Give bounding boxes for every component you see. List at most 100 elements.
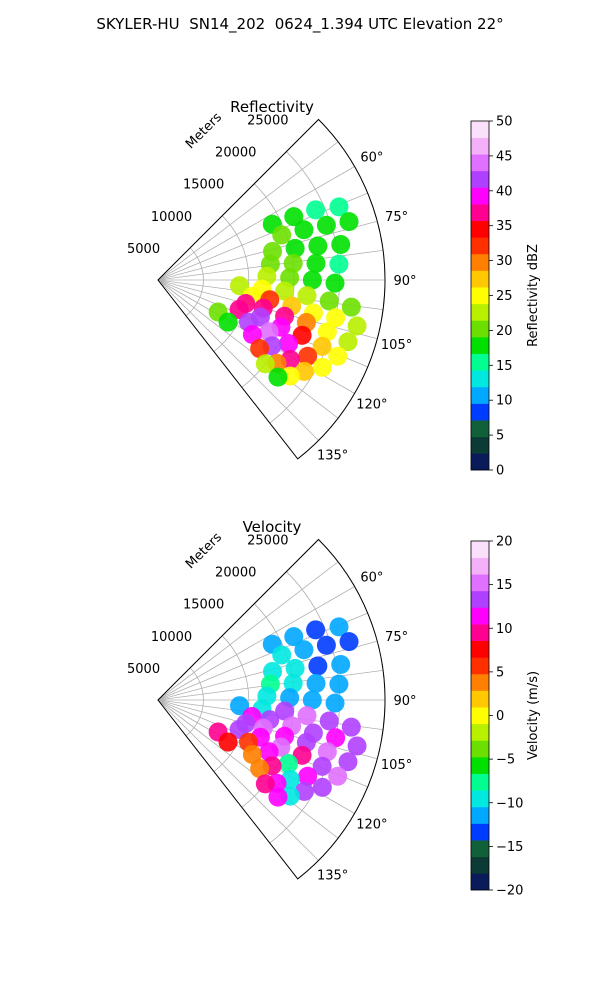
colorbar-tick-label: 30 xyxy=(496,254,513,269)
data-cell xyxy=(285,238,305,258)
data-cell xyxy=(338,332,358,352)
sector-outline xyxy=(157,118,386,460)
grid-arc xyxy=(185,667,204,737)
data-cell xyxy=(279,334,299,354)
colorbar-segment xyxy=(471,253,489,271)
data-cell xyxy=(328,346,348,366)
colorbar-segment xyxy=(471,740,489,758)
data-cell xyxy=(218,732,238,752)
data-cell xyxy=(297,286,317,306)
colorbar-segment xyxy=(471,270,489,288)
angle-tick-label: 105° xyxy=(381,338,412,353)
colorbar-segment xyxy=(471,121,489,138)
angle-tick-label: 90° xyxy=(393,274,416,289)
colorbar-segment xyxy=(471,690,489,708)
colorbar-tick-label: −20 xyxy=(496,884,523,899)
radial-tick-label: 15000 xyxy=(183,178,224,193)
data-cell xyxy=(294,640,314,660)
colorbar-segment xyxy=(471,303,489,321)
data-cell xyxy=(331,654,351,674)
data-cell xyxy=(306,253,326,273)
data-cell xyxy=(306,673,326,693)
data-cell xyxy=(255,354,275,374)
colorbar-segment xyxy=(471,170,489,188)
data-cell xyxy=(319,711,339,731)
data-cell xyxy=(275,281,295,301)
colorbar-segment xyxy=(471,204,489,222)
data-cell xyxy=(341,717,361,737)
data-cell xyxy=(339,212,359,232)
colorbar-segment xyxy=(471,187,489,205)
data-cell xyxy=(316,635,336,655)
data-cell xyxy=(325,693,345,713)
data-cell xyxy=(250,339,270,359)
grid-spoke xyxy=(157,279,339,419)
colorbar-segment xyxy=(471,320,489,338)
data-cell xyxy=(275,701,295,721)
colorbar-segment xyxy=(471,806,489,824)
data-cell xyxy=(312,756,332,776)
colorbar-tick-label: 15 xyxy=(496,578,513,593)
data-cell xyxy=(308,236,328,256)
data-cell xyxy=(308,656,328,676)
data-cell xyxy=(255,774,275,794)
data-cell xyxy=(339,632,359,652)
colorbar-segment xyxy=(471,574,489,592)
colorbar-segment xyxy=(471,707,489,725)
data-cell xyxy=(312,357,332,377)
grid-spoke xyxy=(157,699,339,839)
panel-title: Velocity xyxy=(243,518,302,536)
colorbar-tick-label: 20 xyxy=(496,535,513,550)
data-cell xyxy=(306,200,326,220)
data-cell xyxy=(329,617,349,637)
data-cell xyxy=(297,706,317,726)
colorbar-tick-label: 50 xyxy=(496,115,513,130)
colorbar-segment xyxy=(471,541,489,558)
radial-tick-label: 5000 xyxy=(127,662,160,677)
angle-tick-label: 90° xyxy=(393,694,416,709)
grid-spoke xyxy=(157,561,339,701)
angle-tick-label: 75° xyxy=(385,210,408,225)
data-cell xyxy=(302,690,322,710)
colorbar-segment xyxy=(471,773,489,791)
colorbar-segment xyxy=(471,723,489,741)
data-cell xyxy=(272,225,292,245)
colorbar-segment xyxy=(471,856,489,874)
colorbar-segment xyxy=(471,154,489,172)
data-cell xyxy=(272,645,292,665)
data-cell xyxy=(326,728,346,748)
grid-arc xyxy=(185,247,204,317)
angle-tick-label: 120° xyxy=(356,398,387,413)
radial-tick-label: 5000 xyxy=(127,242,160,257)
panel-title: Reflectivity xyxy=(230,98,314,116)
data-cell xyxy=(347,736,367,756)
angle-tick-label: 60° xyxy=(360,571,383,586)
angle-tick-label: 135° xyxy=(317,869,348,884)
data-cell xyxy=(283,673,303,693)
sector-outline xyxy=(157,538,386,880)
data-cell xyxy=(312,336,332,356)
data-cell xyxy=(328,766,348,786)
data-cell xyxy=(316,215,336,235)
colorbar-segment xyxy=(471,287,489,305)
data-cell xyxy=(329,254,349,274)
data-cell xyxy=(218,312,238,332)
colorbar-label: Reflectivity dBZ xyxy=(526,244,541,347)
colorbar-segment xyxy=(471,873,489,891)
data-cell xyxy=(294,220,314,240)
data-cell xyxy=(298,766,318,786)
colorbar-segment xyxy=(471,640,489,658)
angle-tick-label: 120° xyxy=(356,818,387,833)
data-cell xyxy=(250,759,270,779)
colorbar-tick-label: 0 xyxy=(496,709,504,724)
data-cell xyxy=(331,234,351,254)
colorbar-tick-label: 5 xyxy=(496,665,504,680)
colorbar-segment xyxy=(471,420,489,438)
colorbar-segment xyxy=(471,790,489,808)
grid-spoke xyxy=(157,279,319,441)
colorbar-segment xyxy=(471,403,489,421)
data-cell xyxy=(283,253,303,273)
colorbar-tick-label: −10 xyxy=(496,796,523,811)
colorbar-label: Velocity (m/s) xyxy=(526,671,541,760)
data-cell xyxy=(268,787,288,807)
